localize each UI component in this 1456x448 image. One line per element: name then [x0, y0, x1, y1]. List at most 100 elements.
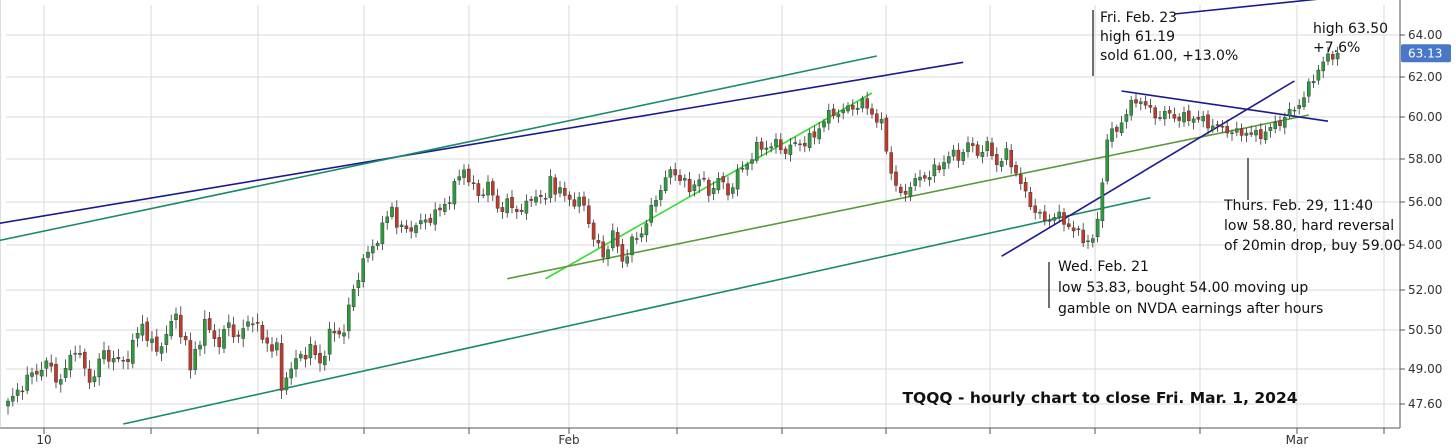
candle-body	[899, 186, 903, 193]
candle-body	[1321, 61, 1325, 72]
candle-body	[937, 165, 941, 171]
candle-body	[202, 318, 207, 346]
candle-body	[447, 202, 452, 204]
candle-body	[92, 376, 97, 383]
candle-body	[951, 149, 956, 157]
candle-body	[1186, 110, 1191, 121]
candle-body	[615, 232, 620, 247]
candle-body	[30, 372, 34, 377]
candle-body	[764, 147, 769, 150]
candle-body	[375, 243, 380, 246]
candle-body	[399, 224, 404, 227]
candle-body	[361, 258, 366, 282]
candle-body	[500, 207, 505, 212]
candle-body	[553, 177, 557, 195]
candle-body	[1311, 81, 1316, 84]
candle-body	[222, 329, 226, 349]
candle-body	[250, 323, 255, 326]
candle-body	[457, 176, 462, 181]
candle-body	[855, 107, 860, 110]
candle-body	[529, 199, 533, 201]
candle-body	[1004, 148, 1009, 160]
candle-body	[395, 207, 399, 228]
candle-body	[188, 340, 193, 371]
candle-body	[299, 354, 303, 359]
candle-body	[831, 108, 836, 116]
candle-body	[697, 179, 701, 187]
candle-body	[1110, 128, 1114, 142]
candle-body	[572, 199, 577, 207]
candle-body	[524, 200, 529, 214]
candle-body	[1042, 211, 1047, 222]
candle-body	[1282, 117, 1287, 128]
candle-body	[558, 187, 562, 194]
y-tick-label: 49.00	[1408, 362, 1442, 376]
candle-body	[323, 355, 327, 366]
candle-body	[68, 354, 73, 371]
candle-body	[1095, 218, 1100, 238]
candle-body	[582, 196, 586, 206]
x-tick-label: Mar	[1286, 433, 1309, 447]
annotation-line: gamble on NVDA earnings after hours	[1058, 301, 1323, 317]
candle-body	[260, 325, 265, 340]
candle-body	[1326, 53, 1330, 62]
candle-body	[1019, 174, 1023, 184]
grid	[0, 0, 1401, 429]
candle-body	[774, 138, 778, 147]
candle-body	[1230, 132, 1234, 134]
candle-body	[1167, 110, 1172, 114]
candle-body	[414, 225, 418, 233]
y-axis: 64.00 62.00 60.00 58.00 56.00 54.00 52.00 50.50…	[1400, 28, 1442, 411]
trend-line	[0, 61, 964, 225]
candle-body	[87, 368, 92, 383]
candle-body	[1038, 212, 1042, 214]
candle-body	[515, 209, 519, 213]
candle-body	[716, 178, 721, 191]
candle-body	[78, 353, 82, 355]
candle-body	[884, 117, 889, 152]
candle-body	[73, 352, 77, 355]
candle-body	[1052, 217, 1057, 221]
candle-body	[1273, 122, 1277, 129]
candle-body	[6, 400, 10, 407]
candle-body	[539, 195, 543, 197]
candle-body	[913, 178, 917, 186]
candle-body	[635, 238, 639, 240]
candle-body	[471, 182, 476, 185]
candle-body	[438, 207, 442, 211]
candle-body	[1047, 220, 1052, 222]
candle-body	[942, 162, 946, 170]
candle-body	[164, 334, 169, 345]
candle-body	[241, 328, 246, 339]
candle-body	[596, 240, 601, 244]
candle-body	[1244, 132, 1249, 136]
candle-body	[198, 344, 202, 350]
candle-body	[923, 175, 927, 179]
candle-body	[313, 345, 318, 355]
price-tag-label: 63.13	[1408, 46, 1442, 60]
candle-body	[371, 246, 375, 254]
candle-body	[783, 148, 788, 154]
candle-body	[1206, 114, 1210, 129]
candle-body	[351, 288, 356, 308]
candle-body	[347, 304, 351, 332]
candle-body	[865, 98, 869, 109]
annotation-line: Fri. Feb. 23	[1100, 10, 1177, 26]
candle-body	[961, 152, 965, 161]
candle-body	[1172, 114, 1177, 119]
candle-body	[284, 377, 289, 391]
candle-body	[803, 143, 807, 147]
candle-body	[932, 164, 937, 177]
candle-body	[1009, 150, 1013, 168]
candle-body	[894, 171, 898, 186]
y-tick-label: 54.00	[1408, 238, 1442, 252]
candle-body	[601, 241, 605, 258]
candle-body	[1081, 229, 1085, 244]
candle-body	[135, 332, 140, 339]
candle-body	[140, 323, 145, 336]
candle-body	[1066, 223, 1071, 227]
candle-body	[735, 169, 740, 190]
candle-body	[486, 181, 490, 196]
candle-body	[279, 343, 284, 391]
